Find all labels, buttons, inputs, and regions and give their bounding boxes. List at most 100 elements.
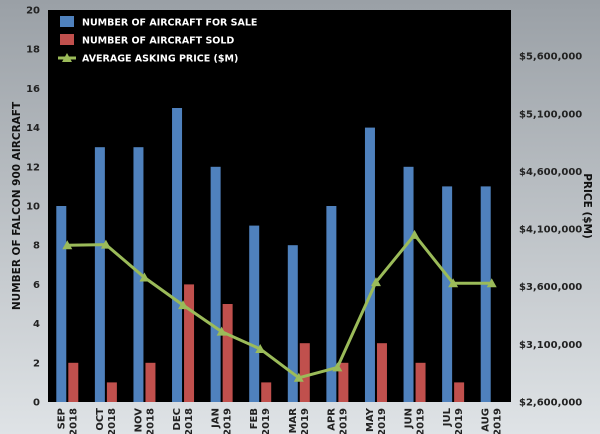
x-tick-year: 2018	[68, 408, 79, 434]
price-marker	[255, 343, 266, 353]
x-tick-year: 2019	[261, 408, 272, 434]
price-marker	[62, 240, 73, 250]
left-tick-label: 6	[33, 280, 40, 291]
legend-marker	[62, 53, 72, 62]
x-tick-label: JUL 2019	[442, 407, 465, 434]
bar-for-sale	[326, 206, 337, 402]
left-tick-label: 2	[33, 358, 40, 369]
x-tick-label: OCT 2018	[95, 408, 118, 434]
price-marker	[139, 272, 150, 282]
legend-label: NUMBER OF AIRCRAFT SOLD	[82, 36, 234, 47]
x-tick-label: JUN 2019	[404, 408, 427, 434]
bar-sold	[106, 382, 117, 402]
x-tick-label: MAR 2019	[288, 408, 311, 434]
bar-for-sale	[94, 147, 105, 402]
price-marker	[486, 278, 497, 288]
price-marker	[216, 326, 227, 336]
x-axis-ticks: SEP 2018 OCT 2018 NOV 2018 DEC 2018 JAN 2019 FEB 20…	[56, 407, 503, 434]
price-marker	[332, 362, 343, 372]
x-tick-year: 2018	[184, 408, 195, 434]
bar-sold	[376, 343, 387, 402]
bar-for-sale	[210, 166, 221, 402]
x-tick-year: 2019	[338, 408, 349, 434]
x-tick-month: SEP	[56, 408, 67, 429]
price-marker	[100, 239, 111, 249]
x-tick-month: MAY	[365, 407, 376, 432]
x-tick-label: DEC 2018	[172, 408, 195, 434]
right-tick-label: $5,100,000	[519, 109, 582, 120]
right-axis-title: PRICE ($M)	[581, 173, 593, 239]
bar-for-sale	[403, 166, 414, 402]
bar-for-sale	[56, 206, 67, 402]
bar-sold	[68, 362, 79, 402]
x-tick-year: 2019	[223, 408, 234, 434]
left-tick-label: 8	[33, 241, 40, 252]
x-tick-month: OCT	[95, 408, 106, 431]
bar-sold	[145, 362, 156, 402]
bar-for-sale	[287, 245, 298, 402]
left-tick-label: 20	[26, 6, 40, 17]
right-tick-label: $2,600,000	[519, 398, 582, 409]
x-tick-month: DEC	[172, 408, 183, 430]
left-tick-label: 10	[26, 202, 40, 213]
bar-for-sale	[172, 108, 183, 402]
bar-sold	[299, 343, 310, 402]
x-tick-label: APR 2019	[326, 408, 349, 434]
x-tick-label: FEB 2019	[249, 408, 272, 434]
left-axis-ticks: 0 2 4 6 8 10 12 14 16 18 20	[26, 6, 40, 409]
bar-sold	[261, 382, 272, 402]
line-series-group	[62, 229, 497, 382]
right-tick-label: $3,100,000	[519, 340, 582, 351]
bar-sold	[454, 382, 465, 402]
price-marker	[370, 277, 381, 287]
x-tick-label: AUG 2019	[481, 408, 504, 434]
bar-series-group	[56, 108, 491, 402]
right-tick-label: $4,600,000	[519, 167, 582, 178]
x-tick-year: 2019	[493, 408, 504, 434]
bar-for-sale	[249, 225, 260, 402]
x-tick-month: NOV	[133, 408, 144, 433]
left-tick-label: 4	[33, 319, 40, 330]
x-tick-year: 2019	[300, 408, 311, 434]
legend-swatch	[60, 16, 74, 27]
bar-for-sale	[364, 127, 375, 402]
x-tick-month: JAN	[211, 408, 222, 429]
x-tick-month: APR	[326, 408, 337, 431]
right-tick-label: $5,600,000	[519, 52, 582, 63]
x-tick-year: 2019	[454, 408, 465, 434]
left-tick-label: 12	[26, 162, 40, 173]
x-tick-month: JUN	[404, 408, 415, 429]
x-tick-month: MAR	[288, 408, 299, 434]
x-tick-label: NOV 2018	[133, 408, 156, 434]
legend: NUMBER OF AIRCRAFT FOR SALE NUMBER OF AIR…	[58, 16, 257, 65]
price-line	[67, 233, 492, 380]
price-marker	[448, 278, 459, 288]
x-tick-month: JUL	[442, 407, 453, 427]
bar-for-sale	[480, 186, 491, 402]
left-axis-title: NUMBER OF FALCON 900 AIRCRAFT	[11, 101, 23, 310]
x-tick-year: 2019	[377, 408, 388, 434]
x-tick-label: JAN 2019	[211, 408, 234, 434]
x-tick-year: 2018	[107, 408, 118, 434]
legend-label: AVERAGE ASKING PRICE ($M)	[82, 54, 238, 65]
bar-sold	[338, 362, 349, 402]
left-tick-label: 16	[26, 84, 40, 95]
right-axis-ticks: $2,600,000 $3,100,000 $3,600,000 $4,100,000…	[519, 52, 582, 409]
x-tick-month: FEB	[249, 408, 260, 429]
legend-label: NUMBER OF AIRCRAFT FOR SALE	[82, 18, 257, 29]
x-tick-year: 2019	[416, 408, 427, 434]
price-marker	[178, 300, 189, 310]
bar-for-sale	[442, 186, 453, 402]
price-marker	[409, 229, 420, 239]
bar-sold	[222, 304, 233, 402]
right-tick-label: $3,600,000	[519, 282, 582, 293]
price-marker	[293, 372, 304, 382]
left-tick-label: 0	[33, 398, 40, 409]
legend-swatch	[60, 34, 74, 45]
bar-sold	[184, 284, 195, 402]
x-tick-year: 2018	[145, 408, 156, 434]
right-tick-label: $4,100,000	[519, 225, 582, 236]
x-tick-month: AUG	[481, 408, 492, 432]
